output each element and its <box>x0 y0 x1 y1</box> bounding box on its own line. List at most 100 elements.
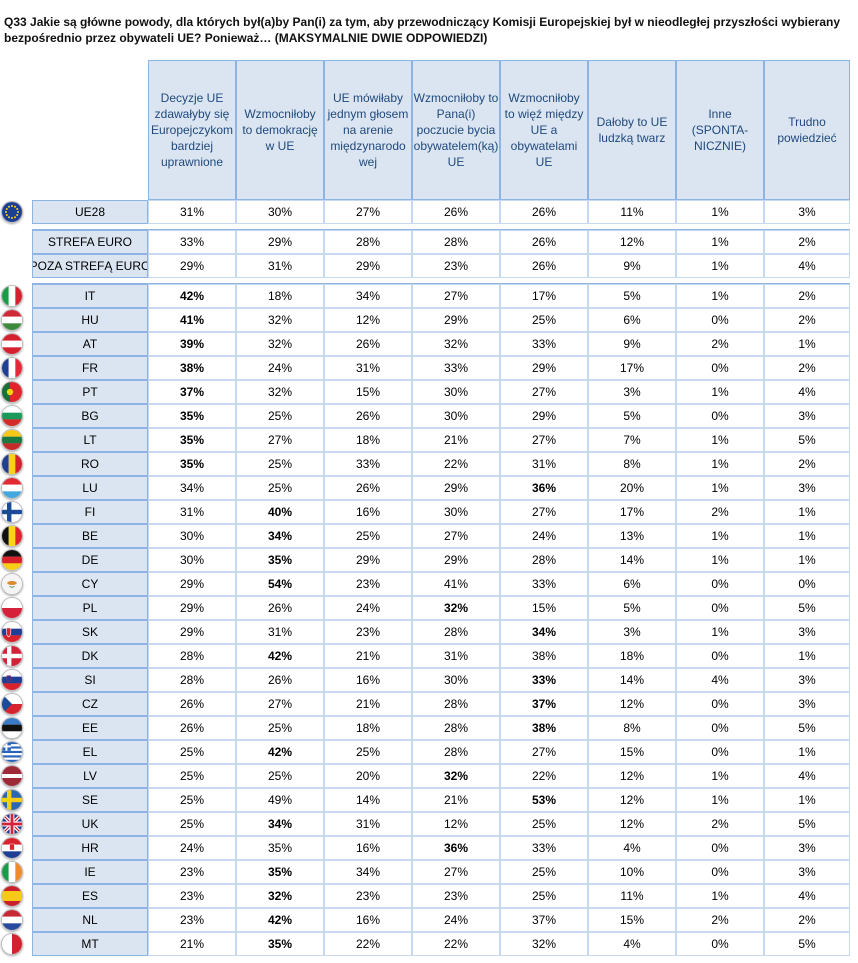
value-cell: 9% <box>588 332 676 356</box>
value-cell: 31% <box>236 254 324 278</box>
value-cell: 21% <box>324 644 412 668</box>
value-cell: 0% <box>676 716 764 740</box>
value-cell: 25% <box>236 404 324 428</box>
value-cell: 24% <box>412 908 500 932</box>
value-cell: 7% <box>588 428 676 452</box>
column-header: Trudno powiedzieć <box>764 60 850 200</box>
lv-flag-icon <box>1 765 23 787</box>
table-row: SK 29% 31% 23% 28% 34% 3% 1% 3% <box>0 620 858 644</box>
value-cell: 2% <box>676 332 764 356</box>
table-row: HR 24% 35% 16% 36% 33% 4% 0% 3% <box>0 836 858 860</box>
value-cell: 26% <box>236 596 324 620</box>
value-cell: 24% <box>324 596 412 620</box>
value-cell: 23% <box>324 572 412 596</box>
column-header: UE mówiłaby jednym głosem na arenie międ… <box>324 60 412 200</box>
value-cell: 3% <box>764 200 850 224</box>
at-flag-icon <box>1 333 23 355</box>
fi-flag-icon <box>1 501 23 523</box>
value-cell: 29% <box>324 254 412 278</box>
value-cell: 31% <box>324 356 412 380</box>
value-cell: 35% <box>236 548 324 572</box>
value-cell: 33% <box>148 230 236 254</box>
row-label: SE <box>32 788 148 812</box>
value-cell: 17% <box>588 356 676 380</box>
table-row: BG 35% 25% 26% 30% 29% 5% 0% 3% <box>0 404 858 428</box>
value-cell: 42% <box>236 908 324 932</box>
value-cell: 2% <box>676 500 764 524</box>
value-cell: 4% <box>764 254 850 278</box>
table-row: AT 39% 32% 26% 32% 33% 9% 2% 1% <box>0 332 858 356</box>
value-cell: 23% <box>324 884 412 908</box>
value-cell: 17% <box>588 500 676 524</box>
value-cell: 4% <box>588 836 676 860</box>
value-cell: 25% <box>500 812 588 836</box>
value-cell: 27% <box>500 428 588 452</box>
value-cell: 2% <box>764 452 850 476</box>
value-cell: 30% <box>148 524 236 548</box>
value-cell: 26% <box>324 476 412 500</box>
hu-flag-icon <box>1 309 23 331</box>
row-label: CZ <box>32 692 148 716</box>
value-cell: 24% <box>236 356 324 380</box>
value-cell: 33% <box>500 668 588 692</box>
table-row: CY 29% 54% 23% 41% 33% 6% 0% 0% <box>0 572 858 596</box>
value-cell: 41% <box>412 572 500 596</box>
row-label: BE <box>32 524 148 548</box>
hr-flag-icon <box>1 837 23 859</box>
table-row: PT 37% 32% 15% 30% 27% 3% 1% 4% <box>0 380 858 404</box>
value-cell: 3% <box>764 476 850 500</box>
value-cell: 22% <box>500 764 588 788</box>
value-cell: 2% <box>764 308 850 332</box>
value-cell: 42% <box>236 740 324 764</box>
value-cell: 0% <box>676 308 764 332</box>
value-cell: 0% <box>676 644 764 668</box>
value-cell: 5% <box>588 284 676 308</box>
value-cell: 10% <box>588 860 676 884</box>
value-cell: 28% <box>412 716 500 740</box>
value-cell: 16% <box>324 500 412 524</box>
value-cell: 1% <box>676 764 764 788</box>
column-header: Wzmocniłoby to demokrację w UE <box>236 60 324 200</box>
row-label: SK <box>32 620 148 644</box>
value-cell: 27% <box>236 428 324 452</box>
value-cell: 1% <box>676 428 764 452</box>
value-cell: 12% <box>588 812 676 836</box>
value-cell: 31% <box>148 500 236 524</box>
value-cell: 9% <box>588 254 676 278</box>
table-row: LU 34% 25% 26% 29% 36% 20% 1% 3% <box>0 476 858 500</box>
value-cell: 28% <box>324 230 412 254</box>
value-cell: 37% <box>500 908 588 932</box>
value-cell: 29% <box>412 308 500 332</box>
value-cell: 15% <box>324 380 412 404</box>
row-label: ES <box>32 884 148 908</box>
row-label: POZA STREFĄ EURO <box>32 254 148 278</box>
value-cell: 31% <box>324 812 412 836</box>
value-cell: 1% <box>764 740 850 764</box>
table-row: ES 23% 32% 23% 23% 25% 11% 1% 4% <box>0 884 858 908</box>
value-cell: 29% <box>412 476 500 500</box>
table-row: EE 26% 25% 18% 28% 38% 8% 0% 5% <box>0 716 858 740</box>
value-cell: 30% <box>148 548 236 572</box>
value-cell: 22% <box>412 932 500 956</box>
value-cell: 0% <box>676 860 764 884</box>
value-cell: 1% <box>676 452 764 476</box>
value-cell: 2% <box>764 356 850 380</box>
table-row: STREFA EURO 33% 29% 28% 28% 26% 12% 1% 2% <box>0 230 858 254</box>
value-cell: 42% <box>236 644 324 668</box>
value-cell: 27% <box>500 740 588 764</box>
column-header: Decyzje UE zdawałyby się Europejczykom b… <box>148 60 236 200</box>
value-cell: 16% <box>324 836 412 860</box>
value-cell: 15% <box>588 740 676 764</box>
value-cell: 3% <box>764 860 850 884</box>
value-cell: 1% <box>676 788 764 812</box>
value-cell: 25% <box>236 716 324 740</box>
row-label: IT <box>32 284 148 308</box>
value-cell: 3% <box>764 620 850 644</box>
value-cell: 4% <box>764 380 850 404</box>
value-cell: 21% <box>324 692 412 716</box>
value-cell: 6% <box>588 572 676 596</box>
ie-flag-icon <box>1 861 23 883</box>
value-cell: 2% <box>676 812 764 836</box>
value-cell: 8% <box>588 716 676 740</box>
ee-flag-icon <box>1 717 23 739</box>
